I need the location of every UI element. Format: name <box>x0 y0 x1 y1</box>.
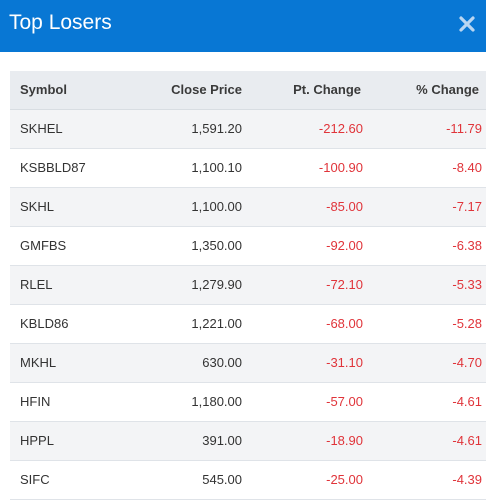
table-row[interactable]: KSBBLD87 1,100.10 -100.90 -8.40 <box>10 148 486 187</box>
symbol-cell: KBLD86 <box>20 316 69 331</box>
close-price-cell: 1,221.00 <box>191 316 242 331</box>
column-header-pt-change[interactable]: Pt. Change <box>242 71 364 110</box>
pct-change-cell: -11.79 <box>446 121 482 136</box>
close-price-cell: 1,100.10 <box>191 160 242 175</box>
pct-change-cell: -8.40 <box>452 160 482 175</box>
table-row[interactable]: HPPL 391.00 -18.90 -4.61 <box>10 421 486 460</box>
table-row[interactable]: RLEL 1,279.90 -72.10 -5.33 <box>10 265 486 304</box>
pt-change-cell: -100.90 <box>318 160 363 175</box>
close-price-cell: 1,279.90 <box>191 277 242 292</box>
symbol-cell: SIFC <box>20 472 50 487</box>
table-header: Symbol Close Price Pt. Change % Change <box>10 71 486 110</box>
close-price-cell: 1,350.00 <box>191 238 242 253</box>
symbol-cell: SKHEL <box>20 121 63 136</box>
column-header-pct-change[interactable]: % Change <box>364 71 486 110</box>
table-row[interactable]: GMFBS 1,350.00 -92.00 -6.38 <box>10 226 486 265</box>
losers-table: Symbol Close Price Pt. Change % Change S… <box>10 71 486 500</box>
table-row[interactable]: SKHEL 1,591.20 -212.60 -11.79 <box>10 109 486 148</box>
pct-change-cell: -4.39 <box>452 472 482 487</box>
symbol-cell: RLEL <box>20 277 53 292</box>
close-button[interactable] <box>456 13 478 35</box>
pct-change-cell: -4.70 <box>452 355 482 370</box>
close-price-cell: 1,591.20 <box>191 121 242 136</box>
modal-header: Top Losers <box>0 0 486 52</box>
pct-change-cell: -7.17 <box>452 199 482 214</box>
pt-change-cell: -31.10 <box>326 355 363 370</box>
pct-change-cell: -6.38 <box>452 238 482 253</box>
losers-table-container: Symbol Close Price Pt. Change % Change S… <box>10 71 486 500</box>
symbol-cell: HFIN <box>20 394 51 409</box>
symbol-cell: KSBBLD87 <box>20 160 86 175</box>
symbol-cell: MKHL <box>20 355 57 370</box>
pt-change-cell: -25.00 <box>326 472 363 487</box>
modal-title: Top Losers <box>9 11 112 34</box>
close-price-cell: 630.00 <box>202 355 242 370</box>
pct-change-cell: -4.61 <box>452 394 482 409</box>
column-header-symbol[interactable]: Symbol <box>10 71 138 110</box>
table-row[interactable]: KBLD86 1,221.00 -68.00 -5.28 <box>10 304 486 343</box>
table-row[interactable]: HFIN 1,180.00 -57.00 -4.61 <box>10 382 486 421</box>
pt-change-cell: -68.00 <box>326 316 363 331</box>
pt-change-cell: -72.10 <box>326 277 363 292</box>
close-price-cell: 1,100.00 <box>191 199 242 214</box>
table-row[interactable]: MKHL 630.00 -31.10 -4.70 <box>10 343 486 382</box>
pt-change-cell: -85.00 <box>326 199 363 214</box>
pct-change-cell: -5.33 <box>452 277 482 292</box>
close-price-cell: 391.00 <box>202 433 242 448</box>
close-price-cell: 545.00 <box>202 472 242 487</box>
symbol-cell: GMFBS <box>20 238 67 253</box>
pt-change-cell: -92.00 <box>326 238 363 253</box>
pt-change-cell: -18.90 <box>326 433 363 448</box>
close-price-cell: 1,180.00 <box>191 394 242 409</box>
symbol-cell: HPPL <box>20 433 54 448</box>
close-icon <box>459 16 475 32</box>
pct-change-cell: -4.61 <box>452 433 482 448</box>
pt-change-cell: -212.60 <box>318 121 363 136</box>
table-header-row: Symbol Close Price Pt. Change % Change <box>10 71 486 110</box>
symbol-cell: SKHL <box>20 199 54 214</box>
column-header-close-price[interactable]: Close Price <box>138 71 242 110</box>
pct-change-cell: -5.28 <box>452 316 482 331</box>
table-body: SKHEL 1,591.20 -212.60 -11.79 KSBBLD87 1,100.… <box>10 109 486 499</box>
table-row[interactable]: SIFC 545.00 -25.00 -4.39 <box>10 460 486 499</box>
pt-change-cell: -57.00 <box>326 394 363 409</box>
table-row[interactable]: SKHL 1,100.00 -85.00 -7.17 <box>10 187 486 226</box>
